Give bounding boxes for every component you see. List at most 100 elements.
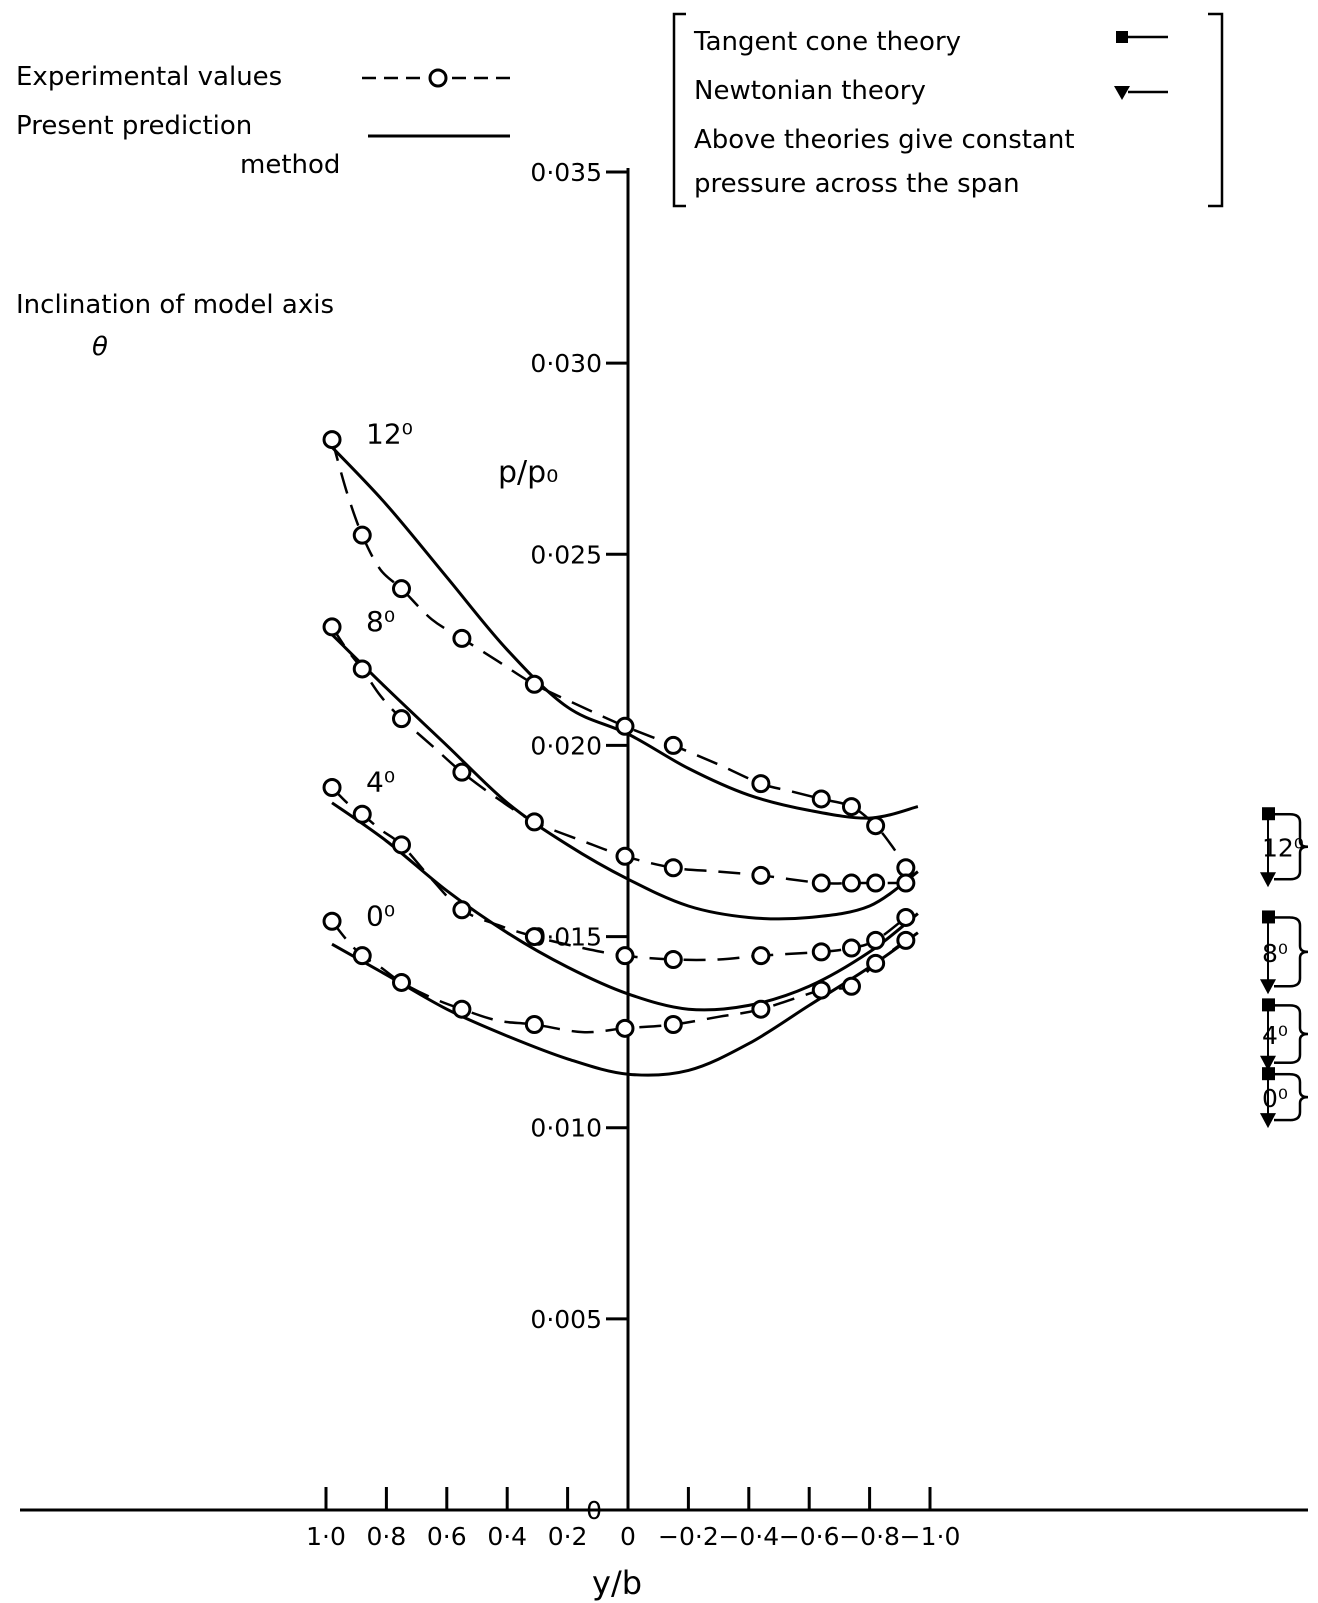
theory-brace [1289,916,1309,988]
theory-angle-label: 4⁰ [1262,1021,1288,1050]
experimental-point [615,846,635,866]
y-tick-label: 0·030 [530,349,602,378]
experimental-point [352,659,372,679]
newtonian-marker [1260,872,1276,888]
series-layer: 12⁰ 8⁰ 4⁰ 0⁰ [322,418,919,1077]
experimental-point [352,946,372,966]
experimental-point [896,907,916,927]
experimental-point [322,617,342,637]
legend-prediction-label-1: Present prediction [16,111,252,141]
theory-brace [1289,1072,1309,1122]
experimental-point [811,789,831,809]
experimental-point [392,709,411,729]
x-tick-label: 0·4 [487,1522,527,1551]
experimental-point [841,797,861,817]
experimental-point [524,812,544,832]
experimental-point [663,1014,683,1034]
experimental-point [896,873,916,893]
experimental-point [751,946,771,966]
legend-tangent-cone-marker [1116,31,1128,43]
legend-left: Experimental values Present prediction m… [16,62,510,180]
experimental-point [866,873,886,893]
x-tick-label: −1·0 [900,1522,961,1551]
experimental-point [841,873,861,893]
x-tick-label: −0·2 [658,1522,719,1551]
experimental-point [866,953,886,973]
experimental-point [615,1018,635,1038]
theory-brace [1289,1004,1309,1064]
x-tick-label: −0·6 [779,1522,840,1551]
y-tick-label: 0·025 [530,540,602,569]
theory-angle-label: 0⁰ [1262,1084,1288,1113]
experimental-point [352,804,372,824]
x-tick-label: 1·0 [306,1522,346,1551]
angle-label: 0⁰ [366,899,395,932]
x-tick-label: 0·8 [367,1522,407,1551]
experimental-point [811,980,831,1000]
theory-layer: 12⁰ 8⁰ 4⁰ 0⁰ [1260,807,1309,1129]
axes [20,168,1308,1512]
x-tick-label: 0 [620,1522,636,1551]
legend-right-bracket [1208,12,1224,208]
theory-group: 12⁰ [1260,807,1309,888]
legend-experimental-marker [428,68,448,88]
experimental-curve [330,439,907,869]
experimental-point [524,927,544,947]
theory-angle-label: 8⁰ [1262,939,1288,968]
x-axis-label: y/b [592,1564,642,1602]
legend-newtonian-marker [1114,86,1130,100]
legend-left-bracket [672,12,686,208]
experimental-point [392,835,411,855]
prediction-line [330,633,919,921]
theory-brace [1289,812,1309,881]
x-tick-labels: 1·0 0·8 0·6 0·4 0·2 0 −0·2 −0·4 −0·6 −0·8 −1·0 [306,1522,960,1551]
tangent-cone-marker [1262,807,1275,821]
legend-prediction-label-2: method [240,150,340,180]
experimental-point [452,900,472,920]
y-tick-label: 0·020 [530,731,602,760]
experimental-point [615,716,635,736]
experimental-point [392,579,411,599]
inclination-symbol: θ [92,332,108,362]
experimental-point [663,858,683,878]
experimental-point [663,735,683,755]
experimental-curve [330,626,906,885]
experimental-point [866,816,886,836]
experimental-point [841,976,861,996]
legend-note-line-1: Above theories give constant [694,125,1075,155]
x-tick-label: −0·4 [718,1522,779,1551]
x-tick-label: 0·2 [548,1522,588,1551]
tangent-cone-marker [1262,1067,1275,1081]
series-group: 0⁰ [322,899,919,1077]
tangent-cone-marker [1262,998,1275,1012]
experimental-point [751,774,771,794]
y-tick-label: 0 [586,1496,602,1525]
x-tick-label: −0·8 [839,1522,900,1551]
experimental-point [663,950,683,970]
theory-angle-label: 12⁰ [1262,834,1304,863]
experimental-point [841,938,861,958]
theory-group: 4⁰ [1260,998,1309,1071]
experimental-point [866,930,886,950]
legend-note-line-2: pressure across the span [694,169,1020,199]
newtonian-marker [1260,1055,1276,1071]
experimental-point [452,999,472,1019]
angle-label: 12⁰ [366,418,413,451]
experimental-point [751,865,771,885]
experimental-point [751,999,771,1019]
series-group: 8⁰ [322,605,919,921]
y-tick-label: 0·010 [530,1114,602,1143]
experimental-point [811,873,831,893]
angle-label: 4⁰ [366,765,395,798]
legend-right: Tangent cone theory Newtonian theory Abo… [672,12,1224,208]
theory-group: 8⁰ [1260,910,1309,995]
angle-label: 8⁰ [366,605,395,638]
series-group: 12⁰ [322,418,919,878]
legend-experimental-label: Experimental values [16,62,282,92]
experimental-point [322,430,342,450]
y-tick-label: 0·005 [530,1305,602,1334]
experimental-point [524,1014,544,1034]
